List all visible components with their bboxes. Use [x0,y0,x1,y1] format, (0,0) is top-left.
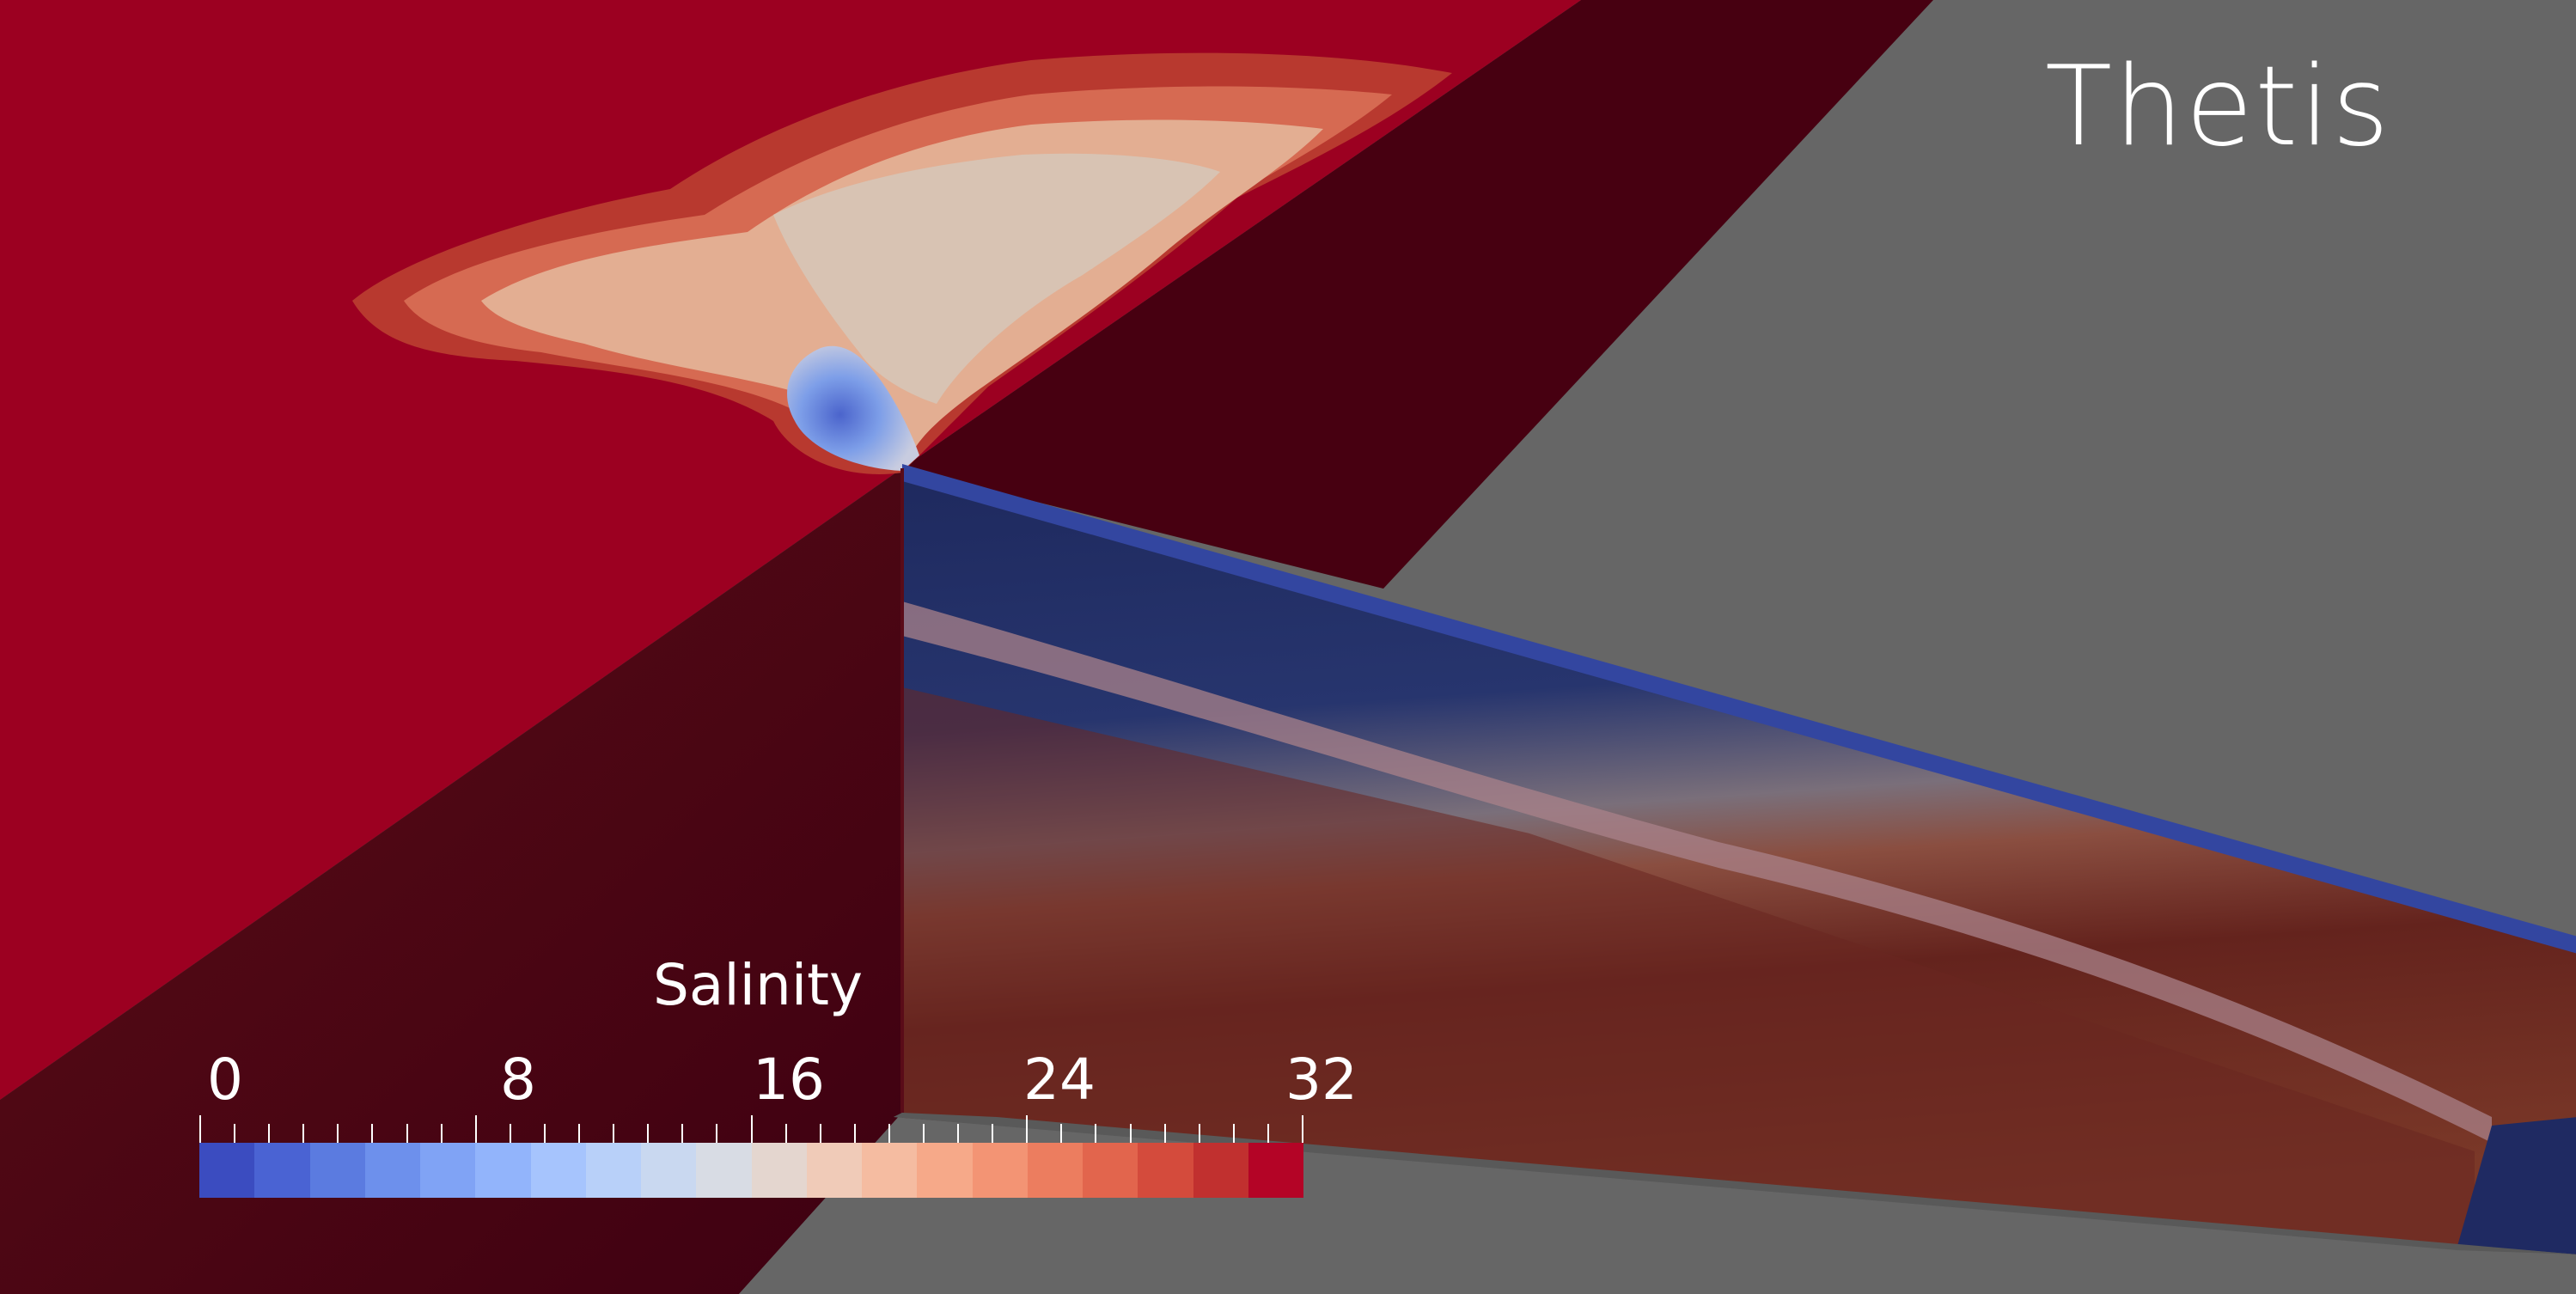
colorbar-swatch [696,1143,752,1198]
colorbar-swatch [1027,1143,1083,1198]
colorbar-swatch [1083,1143,1138,1198]
colorbar-tick-mark [406,1124,408,1143]
colorbar-tick-mark [474,1115,477,1143]
colorbar-tick-label: 24 [1023,1047,1096,1113]
river-mouth-fresh-water [787,345,919,471]
colorbar-tick-mark [1129,1124,1132,1143]
colorbar-tick-mark [199,1115,201,1143]
shadow-wedge [0,468,902,1294]
colorbar-tick-mark [509,1124,511,1143]
colorbar-swatch [585,1143,641,1198]
colorbar-swatch [862,1143,918,1198]
colorbar-swatch [917,1143,973,1198]
channel-end [2457,1117,2576,1254]
colorbar-tick-mark [819,1124,821,1143]
colorbar-tick-mark [750,1115,753,1143]
colorbar-tick-mark [578,1124,581,1143]
back-wall-dark [902,0,1933,589]
colorbar-swatch [806,1143,862,1198]
colorbar-swatch [1193,1143,1248,1198]
colorbar-tick-mark [337,1124,339,1143]
colorbar-swatch [751,1143,807,1198]
colorbar-tick-mark [784,1124,787,1143]
channel-wall-lower [902,687,2475,1246]
colorbar-tick-mark [302,1124,305,1143]
colorbar-title: Salinity [653,952,864,1018]
colorbar-swatch [1138,1143,1193,1198]
colorbar-swatch [309,1143,365,1198]
colorbar-tick-mark [647,1124,650,1143]
colorbar-tick-mark [1095,1124,1097,1143]
colorbar-tick-mark [992,1124,994,1143]
colorbar-swatch [641,1143,697,1198]
colorbar-tick-mark [234,1124,236,1143]
colorbar-tick-mark [1026,1115,1029,1143]
colorbar-swatch [420,1143,476,1198]
channel-surface-stripe [902,464,2576,954]
app-title: Thetis [2045,43,2391,171]
colorbar-swatch [1248,1143,1303,1198]
colorbar-tick-mark [888,1124,890,1143]
colorbar-tick-mark [268,1124,271,1143]
colorbar-tick-mark [543,1124,546,1143]
colorbar-tick-label: 0 [207,1047,243,1113]
colorbar-tick-label: 8 [500,1047,536,1113]
colorbar-swatch [254,1143,310,1198]
colorbar-tick-mark [716,1124,718,1143]
colorbar-swatch [530,1143,586,1198]
channel-floor-edge [894,1113,2576,1254]
colorbar-swatch [972,1143,1028,1198]
colorbar-tick-mark [1232,1124,1235,1143]
colorbar-tick-mark [1198,1124,1200,1143]
colorbar-tick-mark [440,1124,443,1143]
colorbar-tick-label: 32 [1285,1047,1358,1113]
colorbar-tick-marks [199,1115,1303,1143]
colorbar-tick-mark [853,1124,856,1143]
halocline-band [902,601,2492,1143]
colorbar-tick-mark [681,1124,684,1143]
colorbar-swatch [199,1143,255,1198]
colorbar-tick-mark [1163,1124,1166,1143]
plume-fresh-core [773,153,1220,405]
colorbar-tick-mark [613,1124,615,1143]
colorbar-swatch [475,1143,531,1198]
colorbar-tick-mark [1060,1124,1063,1143]
colorbar-tick-mark [1267,1124,1269,1143]
colorbar-tick-mark [1302,1115,1303,1143]
colorbar-tick-mark [922,1124,925,1143]
colorbar-tick-mark [371,1124,374,1143]
colorbar-tick-mark [957,1124,960,1143]
colorbar-gradient [199,1143,1303,1198]
colorbar-swatch [364,1143,420,1198]
colorbar-tick-label: 16 [753,1047,825,1113]
